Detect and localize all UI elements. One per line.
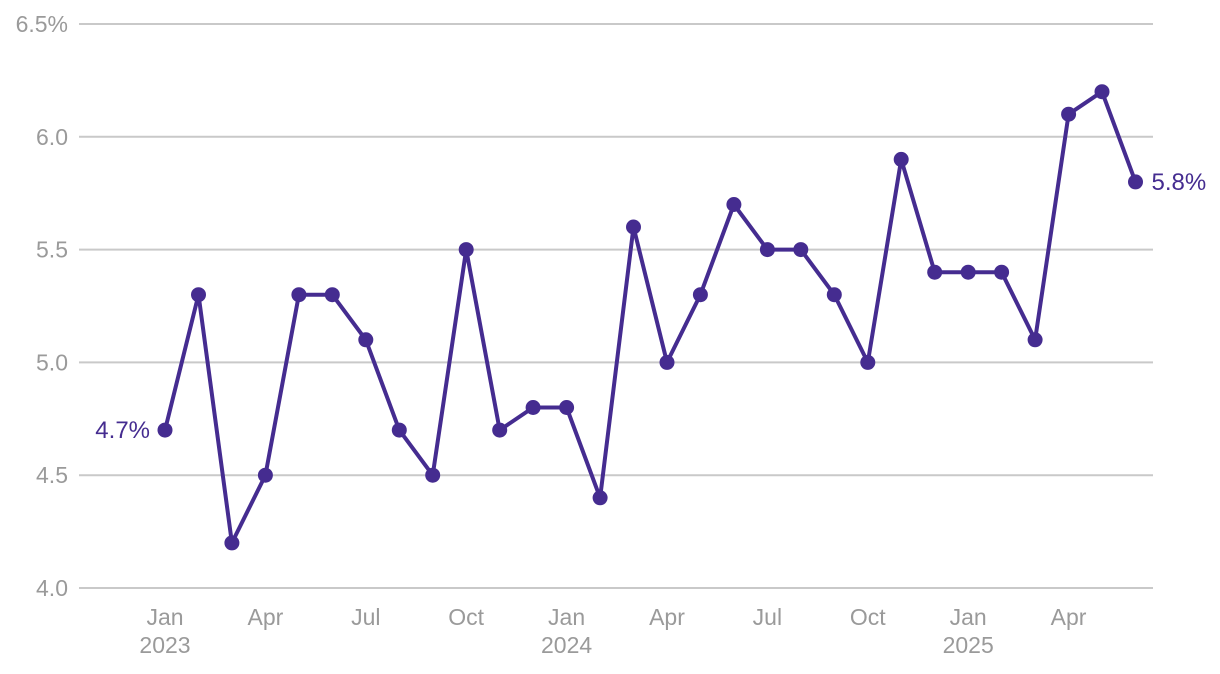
y-tick-label: 5.5 xyxy=(36,237,68,263)
data-point xyxy=(592,490,608,506)
end-value-label: 5.8% xyxy=(1152,169,1207,196)
x-tick-label: Jan xyxy=(146,604,183,630)
data-point xyxy=(157,422,173,438)
x-tick-label: Apr xyxy=(1051,604,1087,630)
x-tick-label: Oct xyxy=(448,604,484,630)
data-point xyxy=(391,422,407,438)
data-point xyxy=(191,287,206,303)
data-point xyxy=(224,535,240,551)
y-tick-label: 4.5 xyxy=(36,462,68,488)
x-tick-label: Jul xyxy=(351,604,380,630)
x-tick-label: Apr xyxy=(247,604,283,630)
x-tick-year-label: 2025 xyxy=(943,632,994,658)
data-point xyxy=(324,287,340,303)
x-tick-label: Oct xyxy=(850,604,886,630)
data-point xyxy=(626,219,641,235)
data-point xyxy=(257,467,273,483)
x-tick-label: Jul xyxy=(753,604,782,630)
data-point xyxy=(659,354,675,370)
data-point xyxy=(559,400,575,415)
data-point xyxy=(893,151,909,167)
x-tick-year-label: 2023 xyxy=(139,632,190,658)
data-point xyxy=(1094,84,1110,100)
data-point xyxy=(927,264,943,280)
data-point xyxy=(358,332,374,348)
y-tick-label: 6.5% xyxy=(16,11,68,37)
x-tick-label: Apr xyxy=(649,604,685,630)
y-tick-label: 4.0 xyxy=(36,575,68,601)
data-point xyxy=(525,400,541,415)
x-tick-label: Jan xyxy=(950,604,987,630)
y-tick-label: 5.0 xyxy=(36,349,68,375)
data-point xyxy=(1061,106,1077,122)
x-tick-year-label: 2024 xyxy=(541,632,592,658)
data-point xyxy=(425,467,441,483)
x-tick-label: Jan xyxy=(548,604,585,630)
data-point xyxy=(793,242,809,258)
data-point xyxy=(994,264,1010,280)
y-tick-label: 6.0 xyxy=(36,124,68,150)
start-value-label: 4.7% xyxy=(95,417,150,444)
data-point xyxy=(860,354,876,370)
data-point xyxy=(1027,332,1043,348)
data-point xyxy=(960,264,976,280)
data-point xyxy=(458,242,474,258)
data-point xyxy=(726,197,742,212)
data-point xyxy=(291,287,307,303)
data-point xyxy=(759,242,775,258)
data-point xyxy=(826,287,842,303)
data-point xyxy=(492,422,508,438)
data-point xyxy=(692,287,708,303)
data-point xyxy=(1128,174,1143,190)
